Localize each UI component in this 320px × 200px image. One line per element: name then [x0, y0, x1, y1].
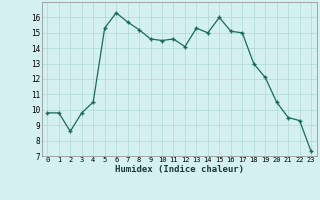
- X-axis label: Humidex (Indice chaleur): Humidex (Indice chaleur): [115, 165, 244, 174]
